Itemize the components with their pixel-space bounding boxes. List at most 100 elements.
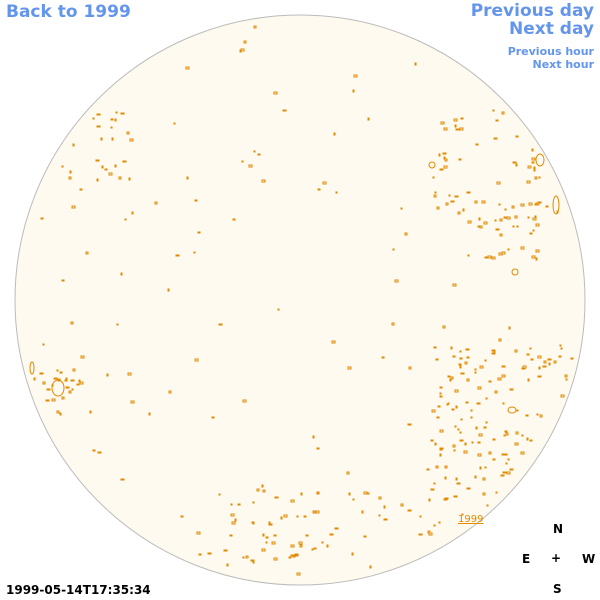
feature-mark [435,465,439,469]
feature-mark [483,426,487,429]
feature-mark [501,453,505,456]
feature-mark [537,355,542,359]
feature-mark [65,377,68,380]
feature-mark [124,218,127,221]
next-day-link[interactable]: Next day [509,19,594,39]
feature-mark [40,217,44,220]
feature-mark [564,374,568,378]
feature-mark [459,127,464,131]
feature-mark [535,257,538,261]
feature-mark [505,462,508,465]
previous-day-link[interactable]: Previous day [470,1,594,21]
feature-mark [261,179,266,183]
previous-hour-link[interactable]: Previous hour [507,45,594,58]
feature-contour [535,153,545,167]
feature-mark [114,164,117,168]
feature-mark [477,225,480,228]
feature-mark [516,409,519,412]
feature-mark [465,348,470,351]
feature-mark [261,484,264,488]
feature-mark [452,444,456,448]
feature-mark [116,323,119,326]
feature-mark [455,477,458,481]
feature-mark [525,414,529,417]
feature-mark [65,386,70,389]
feature-mark [85,251,89,255]
feature-mark [104,168,108,171]
feature-mark [570,357,574,360]
feature-mark [111,137,114,141]
feature-mark [493,137,498,140]
feature-mark [400,207,403,210]
feature-mark [456,482,461,485]
feature-mark [168,390,172,394]
feature-mark [476,402,481,405]
feature-mark [485,421,488,424]
feature-mark [72,143,75,147]
feature-mark [533,166,536,169]
feature-mark [442,325,446,329]
feature-mark [378,496,382,500]
feature-mark [477,453,482,457]
feature-mark [515,135,519,138]
feature-mark [492,458,496,461]
feature-mark [531,255,536,259]
feature-mark [475,426,478,430]
feature-mark [42,343,45,346]
next-hour-link[interactable]: Next hour [532,58,595,71]
feature-mark [478,433,483,437]
feature-mark [454,425,457,428]
feature-mark [520,246,525,250]
feature-mark [80,355,85,359]
feature-mark [494,219,497,222]
feature-mark [459,350,462,353]
feature-mark [383,518,388,521]
feature-mark [458,158,462,161]
feature-mark [507,458,510,461]
feature-mark [459,357,463,360]
feature-mark [509,468,514,471]
feature-mark [459,365,462,369]
feature-mark [479,225,483,229]
feature-contour [29,361,35,375]
feature-mark [491,256,496,260]
feature-mark [499,233,503,237]
feature-mark [477,386,482,390]
feature-mark [96,113,101,116]
feature-mark [535,249,540,253]
solar-features [29,25,574,576]
feature-mark [439,453,442,457]
feature-mark [283,514,288,518]
feature-mark [452,283,457,287]
feature-mark [404,232,408,236]
feature-mark [366,492,370,495]
feature-mark [71,388,74,391]
feature-mark [436,206,440,210]
feature-mark [444,476,447,480]
feature-mark [454,124,457,128]
feature-mark [444,158,448,162]
feature-mark [520,203,525,207]
feature-mark [529,232,533,235]
feature-mark [95,159,100,162]
feature-mark [526,353,530,356]
feature-mark [453,449,456,452]
feature-mark [458,363,462,366]
feature-mark [531,148,534,152]
feature-mark [351,552,354,556]
feature-mark [45,399,50,402]
feature-mark [218,323,223,326]
feature-mark [484,359,487,362]
feature-mark [493,349,496,353]
feature-mark [441,447,444,450]
feature-mark [322,181,327,185]
feature-mark [290,544,295,548]
feature-mark [534,215,537,218]
feature-mark [559,344,562,347]
year-label-link[interactable]: 1999 [458,514,484,525]
feature-mark [427,530,431,534]
feature-mark [230,513,235,517]
feature-mark [448,194,451,197]
back-to-year-link[interactable]: Back to 1999 [6,2,131,22]
feature-mark [290,499,295,503]
